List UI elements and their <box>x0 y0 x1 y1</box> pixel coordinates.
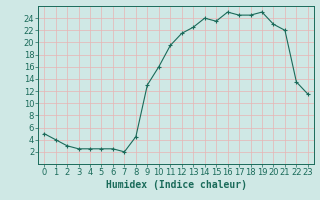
X-axis label: Humidex (Indice chaleur): Humidex (Indice chaleur) <box>106 180 246 190</box>
